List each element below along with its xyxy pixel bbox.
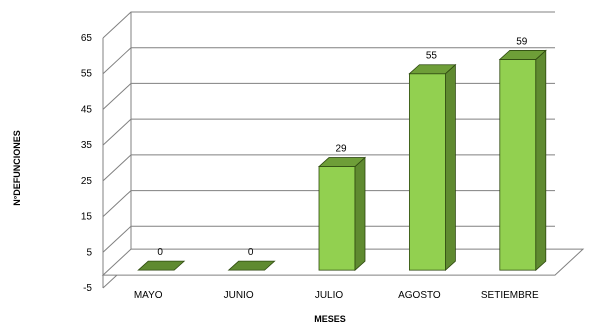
data-label: 55 [426, 51, 438, 62]
y-tick-label: 15 [81, 212, 93, 223]
y-tick-label: 5 [86, 247, 92, 258]
x-tick-label: AGOSTO [398, 290, 441, 301]
y-tick-label: 55 [81, 69, 93, 80]
y-tick-label: 65 [81, 33, 93, 44]
data-labels: 0 0 29 55 59 [157, 36, 527, 258]
bar-front [408, 73, 446, 271]
data-label: 0 [157, 247, 163, 258]
bar-side [444, 63, 456, 272]
bar [227, 260, 276, 271]
bar-top [227, 260, 276, 271]
data-label: 29 [335, 144, 347, 155]
gridline [102, 47, 555, 75]
x-tick-label: JULIO [315, 290, 344, 301]
x-axis-label: MESES [314, 314, 346, 324]
bar [408, 63, 457, 272]
bar-top [317, 157, 367, 167]
gridline [102, 118, 555, 146]
y-axis-ticks: -5 5 15 25 35 45 55 65 [81, 33, 93, 294]
bar-front [318, 166, 356, 271]
bar [498, 49, 547, 272]
gridline [102, 82, 555, 110]
x-tick-label: SETIEMBRE [481, 290, 539, 301]
x-tick-label: MAYO [134, 290, 163, 301]
y-tick-label: 25 [81, 176, 93, 187]
x-tick-label: JUNIO [224, 290, 254, 301]
data-label: 0 [248, 247, 254, 258]
bar-top [408, 64, 457, 75]
data-label: 59 [516, 36, 528, 47]
bar [317, 156, 367, 272]
y-axis-label: N°DEFUNCIONES [12, 130, 22, 206]
gridlines [102, 11, 555, 289]
y-tick-label: 35 [81, 140, 93, 151]
x-axis-categories: MAYO JUNIO JULIO AGOSTO SETIEMBRE [134, 290, 539, 301]
bar-top [137, 260, 186, 271]
bar-side [535, 49, 547, 272]
y-tick-label: 45 [81, 104, 93, 115]
gridline [102, 11, 555, 39]
bar-top [498, 50, 547, 60]
y-tick-label: -5 [83, 283, 92, 294]
bar [137, 260, 186, 271]
bars [137, 49, 547, 272]
bar-front [499, 59, 537, 271]
bar-side [354, 156, 366, 272]
